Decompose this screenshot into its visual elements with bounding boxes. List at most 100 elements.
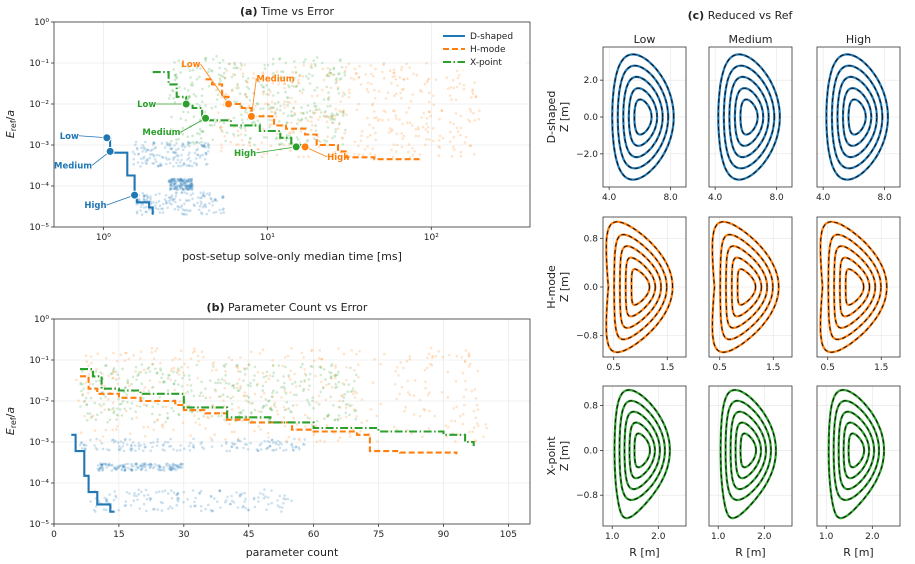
b-point-h-mode bbox=[410, 432, 413, 435]
b-point-d-shaped bbox=[198, 491, 201, 495]
a-point-x-point bbox=[204, 59, 207, 62]
b-point-h-mode bbox=[172, 428, 175, 432]
a-point-h-mode bbox=[431, 127, 435, 130]
b-point-h-mode bbox=[150, 386, 154, 390]
c-xtick-label: 8.0 bbox=[877, 193, 892, 203]
b-point-h-mode bbox=[428, 409, 431, 413]
a-point-h-mode bbox=[282, 82, 286, 85]
a-point-h-mode bbox=[273, 110, 277, 114]
a-point-x-point bbox=[218, 66, 221, 70]
b-point-x-point bbox=[105, 364, 108, 367]
a-point-h-mode bbox=[462, 83, 466, 87]
b-point-h-mode bbox=[289, 369, 293, 373]
a-point-x-point bbox=[282, 112, 285, 115]
a-point-h-mode bbox=[329, 153, 333, 157]
a-point-d-shaped bbox=[196, 201, 199, 205]
a-point-h-mode bbox=[338, 109, 341, 112]
b-point-d-shaped bbox=[177, 465, 181, 469]
b-point-x-point bbox=[85, 402, 89, 406]
b-point-h-mode bbox=[395, 366, 399, 369]
a-point-x-point bbox=[187, 95, 191, 98]
c-contour-ref bbox=[845, 268, 865, 306]
a-point-d-shaped bbox=[190, 178, 193, 181]
b-point-h-mode bbox=[238, 378, 241, 381]
c-ytick-label: 0.8 bbox=[584, 402, 599, 412]
a-point-d-shaped bbox=[137, 199, 141, 202]
a-point-x-point bbox=[306, 138, 310, 142]
a-point-d-shaped bbox=[180, 204, 184, 207]
a-point-h-mode bbox=[291, 129, 295, 133]
b-point-d-shaped bbox=[240, 492, 244, 495]
a-point-x-point bbox=[343, 71, 346, 74]
a-point-d-shaped bbox=[131, 150, 135, 154]
b-point-h-mode bbox=[171, 358, 174, 362]
b-point-d-shaped bbox=[105, 463, 108, 467]
a-point-d-shaped bbox=[182, 181, 185, 184]
a-point-x-point bbox=[328, 71, 331, 74]
a-point-x-point bbox=[324, 110, 327, 113]
a-point-h-mode bbox=[229, 140, 233, 144]
b-point-h-mode bbox=[459, 414, 462, 418]
b-point-x-point bbox=[102, 402, 105, 406]
b-point-h-mode bbox=[215, 368, 218, 372]
a-point-x-point bbox=[293, 77, 296, 80]
a-point-x-point bbox=[233, 63, 237, 67]
a-point-d-shaped bbox=[201, 145, 205, 149]
a-point-d-shaped bbox=[144, 210, 148, 214]
b-point-d-shaped bbox=[262, 497, 266, 500]
b-point-h-mode bbox=[107, 397, 110, 401]
a-point-d-shaped bbox=[185, 184, 188, 188]
a-point-x-point bbox=[313, 62, 317, 66]
a-point-d-shaped bbox=[170, 183, 173, 186]
b-point-x-point bbox=[89, 396, 93, 400]
a-point-h-mode bbox=[392, 68, 396, 71]
a-point-d-shaped bbox=[166, 150, 170, 154]
b-point-d-shaped bbox=[176, 496, 179, 500]
a-annotation-leader bbox=[251, 78, 257, 117]
a-point-h-mode bbox=[240, 138, 244, 142]
a-point-d-shaped bbox=[195, 140, 198, 144]
c-contour-ref bbox=[735, 422, 762, 479]
a-point-x-point bbox=[309, 115, 312, 119]
a-point-d-shaped bbox=[143, 194, 147, 197]
a-point-h-mode bbox=[357, 76, 361, 79]
a-point-x-point bbox=[207, 143, 211, 147]
b-point-x-point bbox=[104, 395, 107, 399]
a-point-h-mode bbox=[219, 149, 223, 153]
b-point-h-mode bbox=[317, 394, 321, 398]
c-contour-ref bbox=[828, 389, 885, 519]
a-point-x-point bbox=[323, 139, 326, 142]
a-point-d-shaped bbox=[198, 156, 202, 159]
b-point-h-mode bbox=[260, 395, 263, 399]
b-point-h-mode bbox=[467, 355, 471, 358]
b-point-h-mode bbox=[429, 362, 432, 366]
a-point-h-mode bbox=[424, 128, 428, 131]
b-point-h-mode bbox=[283, 424, 287, 428]
a-point-d-shaped bbox=[149, 197, 152, 200]
b-point-d-shaped bbox=[110, 469, 114, 472]
a-ytick-label: 10⁻⁴ bbox=[29, 182, 49, 192]
b-point-x-point bbox=[341, 399, 345, 403]
a-point-d-shaped bbox=[175, 179, 179, 183]
panel-a-axes-frame bbox=[53, 21, 531, 228]
a-point-d-shaped bbox=[187, 164, 191, 167]
b-point-x-point bbox=[271, 364, 275, 367]
b-point-x-point bbox=[290, 410, 293, 414]
b-point-x-point bbox=[344, 403, 348, 406]
b-point-h-mode bbox=[189, 357, 193, 360]
b-point-d-shaped bbox=[238, 495, 241, 498]
b-point-d-shaped bbox=[156, 440, 159, 444]
b-point-h-mode bbox=[178, 400, 182, 404]
b-point-d-shaped bbox=[115, 467, 119, 471]
a-point-d-shaped bbox=[145, 198, 149, 202]
a-point-h-mode bbox=[407, 143, 411, 146]
b-point-x-point bbox=[334, 382, 338, 386]
b-point-h-mode bbox=[375, 414, 379, 418]
b-point-d-shaped bbox=[182, 501, 185, 504]
c-contour-ref bbox=[848, 433, 865, 468]
a-point-d-shaped bbox=[186, 185, 189, 188]
a-point-x-point bbox=[271, 94, 275, 97]
a-point-d-shaped bbox=[211, 200, 214, 203]
b-point-h-mode bbox=[461, 371, 465, 375]
b-point-x-point bbox=[299, 380, 303, 383]
